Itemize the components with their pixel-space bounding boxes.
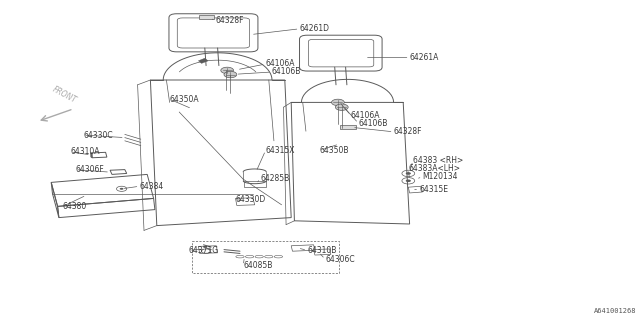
Text: 64261D: 64261D <box>300 24 330 33</box>
Text: 64106B: 64106B <box>272 68 301 76</box>
Text: 64285B: 64285B <box>260 174 290 183</box>
Circle shape <box>332 99 344 106</box>
Circle shape <box>406 180 411 182</box>
Text: 64350B: 64350B <box>320 146 349 155</box>
Text: 64306F: 64306F <box>76 165 104 174</box>
Text: 64261A: 64261A <box>410 53 439 62</box>
Text: 64330D: 64330D <box>236 195 266 204</box>
Circle shape <box>224 71 237 78</box>
Circle shape <box>335 104 348 110</box>
Polygon shape <box>199 15 214 19</box>
Text: 64310B: 64310B <box>307 246 337 255</box>
Text: 64315E: 64315E <box>419 185 448 194</box>
Text: 64328F: 64328F <box>216 16 244 25</box>
Text: A641001268: A641001268 <box>595 308 637 314</box>
Circle shape <box>406 172 411 175</box>
Text: 64328F: 64328F <box>394 127 422 136</box>
Polygon shape <box>198 58 208 63</box>
Text: 64380: 64380 <box>63 202 87 211</box>
Text: 64383A<LH>: 64383A<LH> <box>408 164 460 173</box>
Text: M120134: M120134 <box>422 172 458 181</box>
Text: 64371G: 64371G <box>189 246 219 255</box>
Text: 64310A: 64310A <box>70 148 100 156</box>
Text: 64106B: 64106B <box>358 119 388 128</box>
Text: 64330C: 64330C <box>83 131 113 140</box>
Text: 64383 <RH>: 64383 <RH> <box>413 156 463 165</box>
Polygon shape <box>340 125 356 129</box>
Text: 64106A: 64106A <box>351 111 380 120</box>
Text: 64315X: 64315X <box>266 146 295 155</box>
Text: FRONT: FRONT <box>51 85 77 105</box>
Text: 64306C: 64306C <box>325 255 355 264</box>
Text: 64085B: 64085B <box>243 261 273 270</box>
Text: 64384: 64384 <box>140 182 164 191</box>
Text: 64106A: 64106A <box>266 60 295 68</box>
Circle shape <box>221 67 234 74</box>
Circle shape <box>120 188 124 190</box>
Text: 64350A: 64350A <box>170 95 199 104</box>
